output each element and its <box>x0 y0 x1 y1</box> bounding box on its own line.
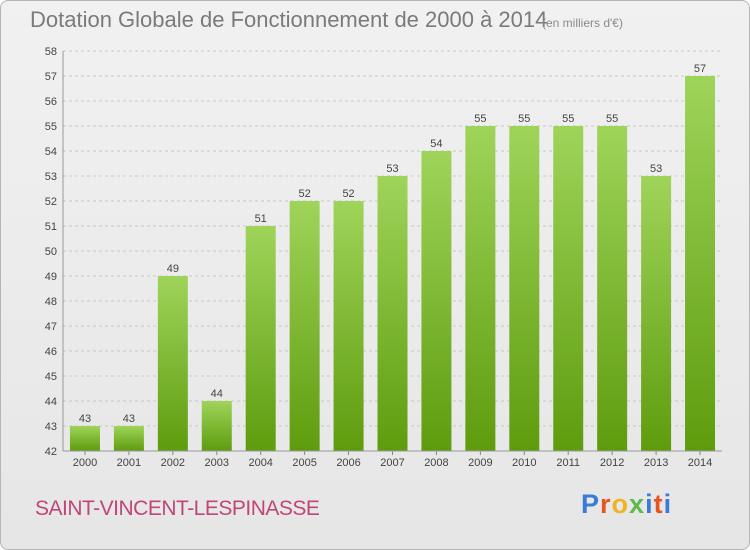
y-tick-label: 57 <box>45 71 57 83</box>
data-label: 54 <box>430 138 442 150</box>
chart-title: Dotation Globale de Fonctionnement de 20… <box>30 7 548 32</box>
x-tick-label: 2000 <box>73 457 97 469</box>
y-tick-label: 50 <box>45 246 57 258</box>
x-tick-label: 2012 <box>600 457 624 469</box>
bar <box>377 176 408 451</box>
bar <box>157 276 188 451</box>
logo-letter: i <box>663 489 673 519</box>
logo-letter: r <box>600 489 612 519</box>
logo-letter: x <box>629 489 646 519</box>
bar <box>553 126 584 451</box>
bar <box>289 201 320 451</box>
bar <box>113 426 144 451</box>
bar <box>685 76 716 451</box>
x-tick-label: 2002 <box>161 457 185 469</box>
y-tick-label: 48 <box>45 296 57 308</box>
y-tick-label: 44 <box>45 396 57 408</box>
data-label: 55 <box>474 113 486 125</box>
bar <box>201 401 232 451</box>
x-tick-label: 2005 <box>292 457 316 469</box>
bar <box>597 126 628 451</box>
x-tick-label: 2014 <box>688 457 712 469</box>
chart-subtitle: (en milliers d'€) <box>542 16 623 30</box>
proxiti-logo: Proxiti <box>581 489 672 520</box>
data-label: 55 <box>606 113 618 125</box>
y-tick-label: 52 <box>45 196 57 208</box>
y-tick-label: 45 <box>45 371 57 383</box>
data-label: 43 <box>123 413 135 425</box>
data-label: 43 <box>79 413 91 425</box>
bar <box>465 126 496 451</box>
y-tick-label: 51 <box>45 221 57 233</box>
y-tick-label: 46 <box>45 346 57 358</box>
bar <box>421 151 452 451</box>
x-tick-label: 2007 <box>380 457 404 469</box>
bars: 43 43 49 44 51 52 52 53 54 55 55 55 55 53 57 <box>69 63 716 451</box>
y-tick-label: 56 <box>45 96 57 108</box>
data-label: 49 <box>167 263 179 275</box>
logo-letter: i <box>645 489 654 519</box>
bar <box>641 176 672 451</box>
x-tick-label: 2013 <box>644 457 668 469</box>
y-tick-label: 53 <box>45 171 57 183</box>
y-tick-label: 42 <box>45 446 57 458</box>
data-label: 52 <box>299 188 311 200</box>
bar <box>333 201 364 451</box>
logo-letter: t <box>653 489 664 519</box>
y-tick-label: 55 <box>45 121 57 133</box>
x-tick-label: 2006 <box>336 457 360 469</box>
data-label: 51 <box>255 213 267 225</box>
x-tick-label: 2011 <box>556 457 580 469</box>
y-tick-label: 43 <box>45 421 57 433</box>
x-tick-label: 2001 <box>117 457 141 469</box>
commune-name: SAINT-VINCENT-LESPINASSE <box>35 497 320 520</box>
data-label: 55 <box>562 113 574 125</box>
logo-letter: o <box>611 489 630 519</box>
y-tick-label: 58 <box>45 46 57 58</box>
bar <box>509 126 540 451</box>
x-tick-label: 2004 <box>248 457 272 469</box>
x-tick-label: 2009 <box>468 457 492 469</box>
data-label: 52 <box>342 188 354 200</box>
x-tick-label: 2010 <box>512 457 536 469</box>
data-label: 55 <box>518 113 530 125</box>
logo-letter: P <box>581 489 601 519</box>
bar <box>245 226 276 451</box>
data-label: 53 <box>386 163 398 175</box>
y-tick-label: 54 <box>45 146 57 158</box>
y-tick-label: 47 <box>45 321 57 333</box>
axes: 42 43 44 45 46 47 48 49 50 51 52 53 54 55 56 57 58 2000 20… <box>45 46 722 469</box>
x-tick-label: 2003 <box>205 457 229 469</box>
bar <box>69 426 100 451</box>
y-tick-label: 49 <box>45 271 57 283</box>
data-label: 57 <box>694 63 706 75</box>
data-label: 44 <box>211 388 223 400</box>
data-label: 53 <box>650 163 662 175</box>
x-tick-label: 2008 <box>424 457 448 469</box>
